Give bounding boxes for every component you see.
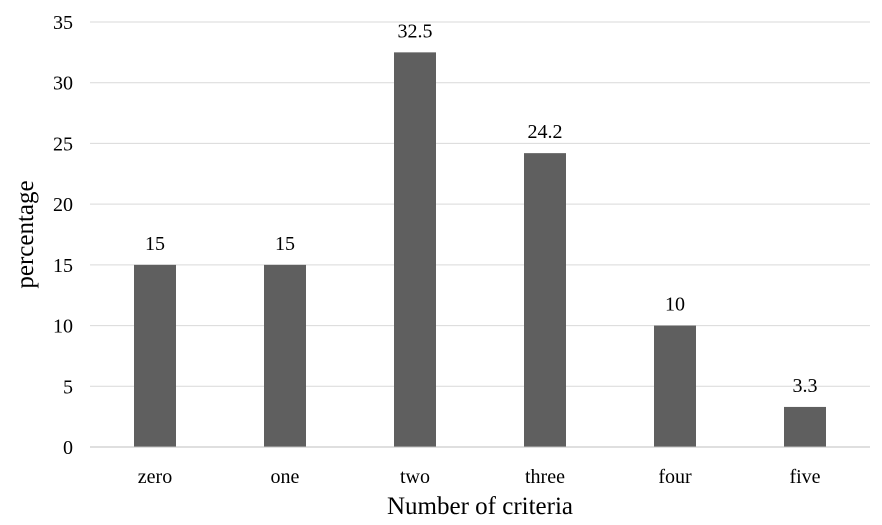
bars [134,52,826,447]
y-axis-title: percentage [12,180,39,288]
bar-five [784,407,826,447]
bar-one [264,265,306,447]
bar-two [394,52,436,447]
y-tick-label-0: 0 [63,437,73,459]
y-tick-label-3: 15 [53,255,73,277]
data-label-two: 32.5 [398,20,433,42]
data-labels: 15 15 32.5 24.2 10 3.3 [145,20,818,397]
y-tick-label-1: 5 [63,376,73,398]
bar-three [524,153,566,447]
y-tick-label-6: 30 [53,73,73,95]
bar-zero [134,265,176,447]
x-tick-label-zero: zero [138,466,172,488]
x-axis-ticks: zero one two three four five [138,466,821,488]
data-label-one: 15 [275,233,295,255]
x-tick-label-one: one [271,466,300,488]
y-tick-label-2: 10 [53,316,73,338]
y-tick-label-4: 20 [53,194,73,216]
data-label-three: 24.2 [528,121,563,143]
data-label-zero: 15 [145,233,165,255]
data-label-five: 3.3 [793,375,818,397]
x-tick-label-five: five [789,466,820,488]
y-tick-label-7: 35 [53,12,73,34]
data-label-four: 10 [665,294,685,316]
x-axis-title: Number of criteria [387,493,573,520]
y-tick-label-5: 25 [53,133,73,155]
y-axis-ticks: 0 5 10 15 20 25 30 35 [53,12,73,459]
gridlines [90,22,870,386]
x-tick-label-three: three [525,466,565,488]
x-tick-label-four: four [658,466,692,488]
x-tick-label-two: two [400,466,430,488]
bar-four [654,326,696,447]
